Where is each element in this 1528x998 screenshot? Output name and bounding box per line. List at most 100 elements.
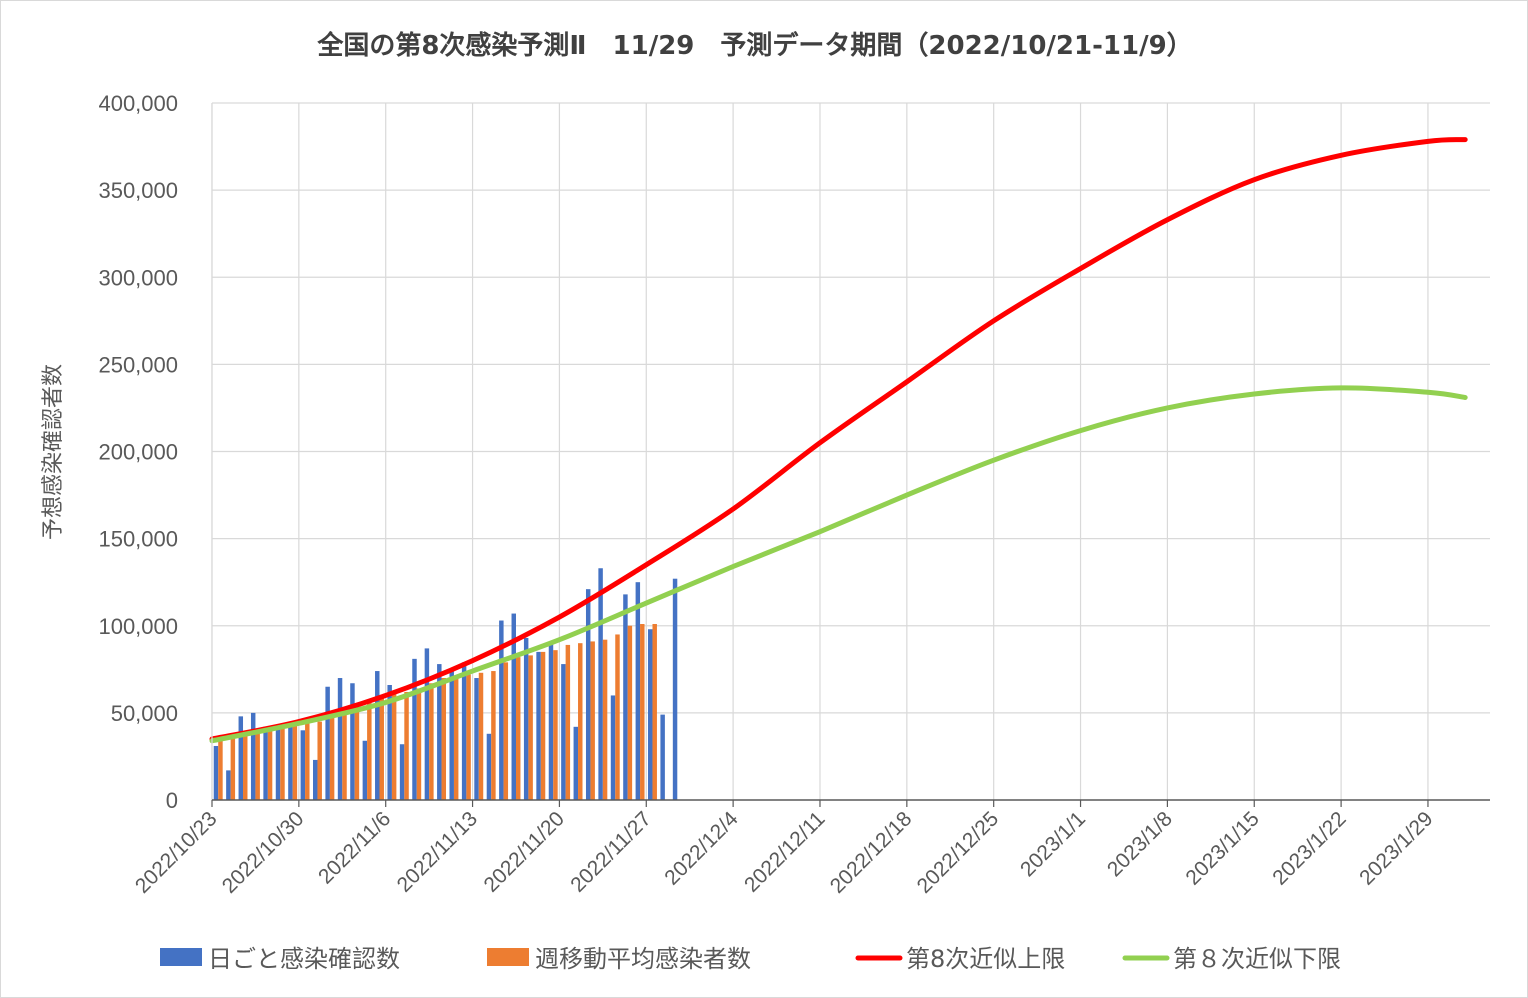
weekly-average-bar: [491, 671, 496, 800]
y-axis-label: 予想感染確認者数: [41, 364, 66, 540]
daily-cases-bar: [623, 594, 628, 800]
legend-item: 第8次近似上限: [855, 945, 1065, 973]
weekly-average-bar: [528, 655, 533, 800]
weekly-average-bar: [640, 624, 645, 800]
daily-cases-bar: [362, 740, 368, 800]
lines: [209, 137, 1468, 744]
weekly-average-bar: [354, 704, 360, 800]
daily-cases-bar: [461, 662, 467, 800]
daily-cases-bar: [561, 664, 566, 800]
legend-label: 第8次近似上限: [906, 945, 1065, 973]
daily-cases-bar: [536, 651, 541, 800]
weekly-average-bar: [565, 644, 571, 800]
daily-cases-bar: [598, 568, 603, 800]
daily-cases-bar: [474, 678, 479, 800]
weekly-average-bar: [404, 691, 409, 800]
y-tick-label: 400,000: [98, 91, 178, 116]
daily-cases-bar: [523, 637, 529, 800]
daily-cases-bar: [263, 726, 268, 800]
y-tick-label: 150,000: [98, 527, 178, 552]
weekly-average-bar: [379, 695, 384, 800]
daily-cases-bar: [548, 643, 554, 800]
weekly-average-bar: [553, 650, 558, 800]
weekly-average-bar: [627, 625, 633, 800]
legend-swatch: [487, 948, 529, 966]
weekly-average-bar: [590, 641, 595, 800]
daily-cases-bar: [660, 714, 665, 800]
weekly-average-bar: [218, 740, 223, 800]
daily-cases-bar: [312, 759, 318, 800]
legend-item: 日ごと感染確認数: [160, 945, 400, 973]
weekly-average-bar: [503, 662, 509, 800]
daily-cases-bar: [412, 658, 417, 800]
daily-cases-bar: [499, 620, 504, 800]
daily-cases-bar: [213, 745, 219, 800]
daily-cases-bar: [486, 733, 492, 800]
y-tick-label: 50,000: [111, 701, 178, 726]
weekly-average-bar: [652, 624, 657, 800]
weekly-average-bar: [367, 700, 372, 800]
daily-cases-bar: [610, 695, 616, 800]
daily-cases-bar: [585, 589, 591, 800]
daily-cases-bar: [350, 683, 355, 800]
weekly-average-bar: [267, 728, 273, 800]
daily-cases-bar: [275, 728, 281, 800]
weekly-average-bar: [342, 711, 347, 800]
legend-label: 日ごと感染確認数: [208, 945, 400, 973]
legend-label: 第８次近似下限: [1173, 945, 1341, 973]
weekly-average-bar: [478, 672, 484, 800]
daily-cases-bar: [375, 671, 380, 800]
weekly-average-bar: [416, 688, 422, 800]
weekly-average-bar: [441, 678, 447, 800]
legend-label: 週移動平均感染者数: [535, 945, 751, 973]
daily-cases-bar: [648, 629, 653, 800]
weekly-average-bar: [515, 657, 521, 800]
y-tick-label: 100,000: [98, 614, 178, 639]
daily-cases-bar: [387, 684, 392, 800]
daily-cases-bar: [300, 730, 306, 800]
daily-cases-bar: [399, 744, 405, 800]
daily-cases-bar: [226, 770, 231, 800]
weekly-average-bar: [230, 737, 236, 800]
daily-cases-bar: [635, 582, 641, 800]
daily-cases-bar: [511, 613, 516, 800]
weekly-average-bar: [429, 683, 434, 800]
weekly-average-bar: [602, 639, 608, 800]
bars: [213, 568, 678, 800]
weekly-average-bar: [578, 643, 583, 800]
weekly-average-bar: [317, 721, 322, 800]
daily-cases-bar: [449, 671, 454, 800]
weekly-average-bar: [615, 634, 620, 800]
y-tick-label: 300,000: [98, 265, 178, 290]
weekly-average-bar: [329, 716, 335, 800]
daily-cases-bar: [672, 578, 678, 800]
upper-bound-line: [209, 137, 1468, 742]
chart-title: 全国の第8次感染予測Ⅱ 11/29 予測データ期間（2022/10/21-11/…: [316, 30, 1192, 61]
legend-swatch: [160, 948, 202, 966]
weekly-average-bar: [255, 730, 260, 800]
weekly-average-bar: [305, 723, 310, 800]
daily-cases-bar: [288, 725, 293, 800]
daily-cases-bar: [337, 678, 343, 800]
weekly-average-bar: [540, 651, 546, 800]
legend-item: 週移動平均感染者数: [487, 945, 751, 973]
weekly-average-bar: [280, 728, 285, 800]
daily-cases-bar: [573, 726, 579, 800]
lower-bound-line: [209, 385, 1468, 744]
daily-cases-bar: [325, 686, 330, 800]
weekly-average-bar: [391, 691, 397, 800]
weekly-average-bar: [292, 725, 298, 800]
daily-cases-bar: [250, 712, 256, 800]
daily-cases-bar: [424, 648, 430, 800]
weekly-average-bar: [243, 733, 248, 800]
legend: 日ごと感染確認数 週移動平均感染者数 第8次近似上限 第８次近似下限: [160, 945, 1341, 973]
daily-cases-bar: [238, 716, 244, 800]
weekly-average-bar: [453, 676, 459, 800]
weekly-average-bar: [466, 674, 471, 800]
y-tick-label: 200,000: [98, 440, 178, 465]
y-tick-label: 0: [166, 788, 178, 813]
y-tick-label: 350,000: [98, 178, 178, 203]
